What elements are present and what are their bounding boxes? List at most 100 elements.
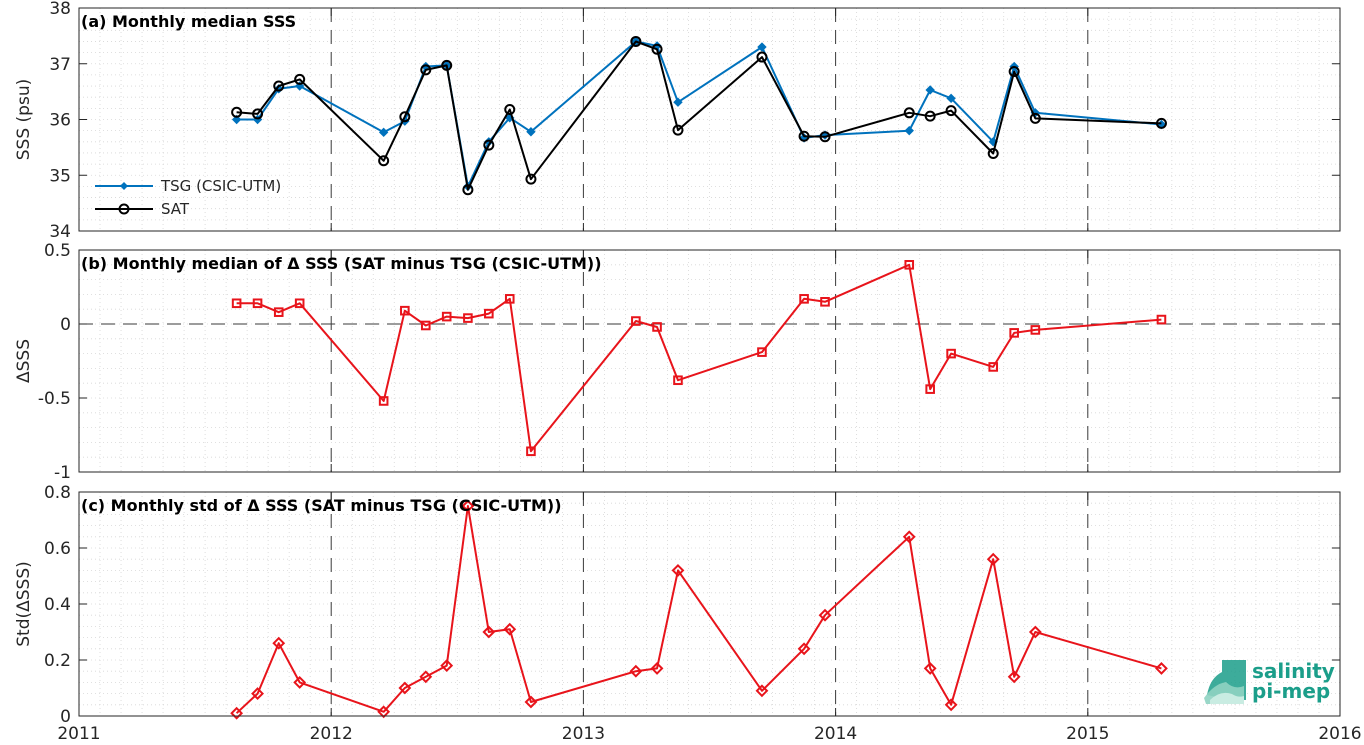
y-tick-label: 37 xyxy=(49,55,71,75)
panel-b-ylabel: ΔSSS xyxy=(14,339,34,383)
data-point xyxy=(378,155,390,167)
data-point xyxy=(504,294,515,304)
panel-a-series xyxy=(231,35,1167,196)
data-point xyxy=(252,298,263,309)
data-point xyxy=(420,320,431,331)
data-point xyxy=(925,384,935,394)
y-tick-label: 0.2 xyxy=(44,651,71,671)
data-point xyxy=(230,706,244,720)
legend-sat-marker xyxy=(118,203,130,215)
data-point xyxy=(419,670,433,684)
data-point xyxy=(756,51,768,63)
data-point xyxy=(652,322,662,332)
data-point xyxy=(251,687,264,701)
data-point xyxy=(231,114,242,125)
legend-sat-label: SAT xyxy=(161,200,190,218)
data-point xyxy=(799,294,809,304)
salinity-pi-mep-logo: salinity pi-mep xyxy=(1204,659,1335,704)
data-point xyxy=(672,124,684,136)
y-tick-label: 0.4 xyxy=(44,595,71,615)
data-point xyxy=(903,107,915,119)
data-point xyxy=(463,313,473,323)
y-tick-label: 0.8 xyxy=(44,483,71,503)
data-point xyxy=(631,316,641,326)
data-point xyxy=(923,661,937,675)
data-point xyxy=(461,499,475,513)
data-point xyxy=(273,80,285,92)
data-point xyxy=(818,608,832,622)
data-point xyxy=(1155,117,1167,129)
data-point xyxy=(757,347,767,357)
panel-c-series xyxy=(230,499,1168,720)
logo-line2: pi-mep xyxy=(1252,679,1330,703)
data-point xyxy=(441,311,452,322)
data-point xyxy=(924,110,936,122)
data-point xyxy=(484,308,494,319)
data-point xyxy=(820,297,830,307)
x-tick-label: 2013 xyxy=(562,724,605,744)
data-point xyxy=(441,59,453,71)
data-point xyxy=(1007,670,1021,684)
data-point xyxy=(1009,328,1019,338)
data-point xyxy=(629,664,643,678)
panel-b: -1 -0.5 0 0.5 (b) Monthly median of Δ SSS (… xyxy=(14,241,1341,483)
data-point xyxy=(524,695,538,709)
data-point xyxy=(231,298,242,309)
data-point xyxy=(925,85,935,95)
data-point xyxy=(755,684,769,698)
legend-tsg-marker xyxy=(120,182,128,190)
data-point xyxy=(483,139,495,151)
data-point xyxy=(1008,66,1020,78)
data-point xyxy=(798,130,810,142)
panel-b-title: (b) Monthly median of Δ SSS (SAT minus T… xyxy=(81,254,602,273)
data-point xyxy=(272,636,286,650)
data-point xyxy=(757,42,767,52)
y-tick-label: -0.5 xyxy=(38,389,71,409)
x-tick-label: 2015 xyxy=(1066,724,1109,744)
panel-c-ylabel: Std(ΔSSS) xyxy=(14,561,34,647)
data-point xyxy=(944,698,958,712)
data-point xyxy=(673,97,683,107)
panel-b-grid xyxy=(79,249,1340,473)
series-line xyxy=(235,505,1162,714)
data-point xyxy=(904,125,914,136)
logo-wave-icon xyxy=(1204,660,1246,704)
data-point xyxy=(294,73,306,85)
data-point xyxy=(1155,661,1168,675)
y-tick-label: 36 xyxy=(49,111,71,131)
x-tick-label: 2016 xyxy=(1318,724,1361,744)
panel-c-ticks: 0 0.2 0.4 0.6 0.8 2011 2012 2013 2014 2015 2016 xyxy=(44,483,1362,744)
data-point xyxy=(1030,325,1041,335)
data-point xyxy=(482,625,496,639)
panel-a-ticks: 34 35 36 37 38 xyxy=(49,0,1341,242)
data-point xyxy=(462,184,474,196)
data-point xyxy=(988,362,999,372)
data-point xyxy=(650,661,664,675)
panel-a-title: (a) Monthly median SSS xyxy=(81,12,296,31)
data-point xyxy=(398,681,412,695)
panel-a: 34 35 36 37 38 (a) Monthly median SSS SSS (p… xyxy=(14,0,1341,242)
y-tick-label: 0.5 xyxy=(44,241,71,261)
x-tick-label: 2011 xyxy=(57,724,100,744)
data-point xyxy=(293,675,307,689)
panel-b-frame xyxy=(78,249,1341,473)
x-tick-label: 2012 xyxy=(310,724,353,744)
data-point xyxy=(1156,314,1167,325)
y-tick-label: 0 xyxy=(60,707,71,727)
data-point xyxy=(400,305,410,316)
data-point xyxy=(902,530,916,544)
data-point xyxy=(671,563,685,577)
series-line xyxy=(236,263,1162,453)
data-point xyxy=(819,131,831,143)
data-point xyxy=(440,659,454,673)
y-tick-label: 34 xyxy=(49,222,71,242)
data-point xyxy=(526,127,536,137)
logo-line1: salinity xyxy=(1252,659,1335,683)
data-point xyxy=(525,173,537,185)
data-point xyxy=(503,622,517,636)
data-point xyxy=(378,127,389,138)
legend: TSG (CSIC-UTM) SAT xyxy=(95,177,281,218)
data-point xyxy=(904,260,915,270)
y-tick-label: 0 xyxy=(60,315,71,335)
